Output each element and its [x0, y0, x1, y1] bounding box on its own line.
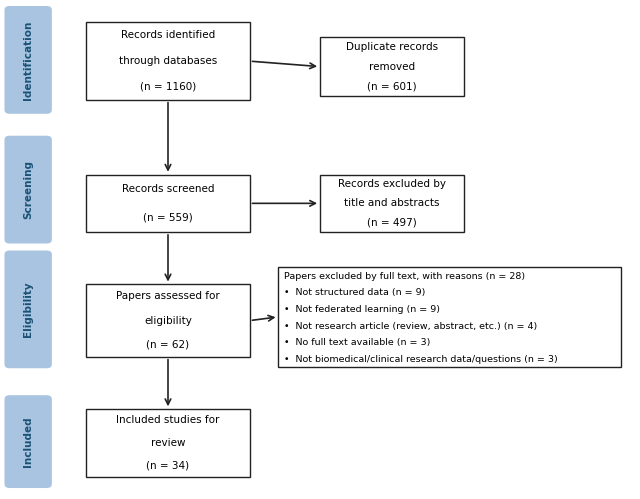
FancyBboxPatch shape	[4, 250, 52, 368]
Text: Included: Included	[23, 416, 33, 467]
Text: eligibility: eligibility	[144, 315, 192, 326]
Bar	[86, 284, 250, 357]
Text: Included studies for: Included studies for	[116, 415, 220, 426]
Text: Identification: Identification	[23, 20, 33, 100]
Text: review: review	[151, 438, 185, 448]
Text: •  Not structured data (n = 9): • Not structured data (n = 9)	[284, 288, 425, 297]
Text: (n = 497): (n = 497)	[367, 218, 417, 228]
Text: through databases: through databases	[119, 56, 217, 66]
Text: (n = 34): (n = 34)	[147, 460, 189, 471]
Text: •  No full text available (n = 3): • No full text available (n = 3)	[284, 338, 430, 347]
Text: (n = 601): (n = 601)	[367, 81, 417, 91]
Bar	[86, 409, 250, 477]
Text: •  Not biomedical/clinical research data/questions (n = 3): • Not biomedical/clinical research data/…	[284, 355, 557, 364]
Text: Screening: Screening	[23, 160, 33, 219]
FancyBboxPatch shape	[4, 6, 52, 114]
Bar	[86, 22, 250, 100]
Text: Records screened: Records screened	[122, 184, 214, 194]
Text: Records excluded by: Records excluded by	[338, 179, 446, 189]
Text: •  Not research article (review, abstract, etc.) (n = 4): • Not research article (review, abstract…	[284, 321, 537, 330]
Text: Records identified: Records identified	[121, 30, 215, 40]
Text: Papers excluded by full text, with reasons (n = 28): Papers excluded by full text, with reaso…	[284, 271, 525, 280]
Text: Papers assessed for: Papers assessed for	[116, 291, 220, 301]
Text: •  Not federated learning (n = 9): • Not federated learning (n = 9)	[284, 305, 440, 314]
Bar	[278, 267, 621, 367]
Text: (n = 559): (n = 559)	[143, 213, 193, 223]
Text: title and abstracts: title and abstracts	[344, 198, 440, 209]
Text: (n = 62): (n = 62)	[147, 340, 189, 350]
Bar	[320, 37, 464, 96]
Text: removed: removed	[369, 61, 415, 72]
FancyBboxPatch shape	[4, 395, 52, 488]
Bar	[86, 175, 250, 232]
FancyBboxPatch shape	[4, 136, 52, 244]
Text: Duplicate records: Duplicate records	[346, 42, 438, 52]
Text: Eligibility: Eligibility	[23, 281, 33, 337]
Bar	[320, 175, 464, 232]
Text: (n = 1160): (n = 1160)	[140, 82, 196, 92]
